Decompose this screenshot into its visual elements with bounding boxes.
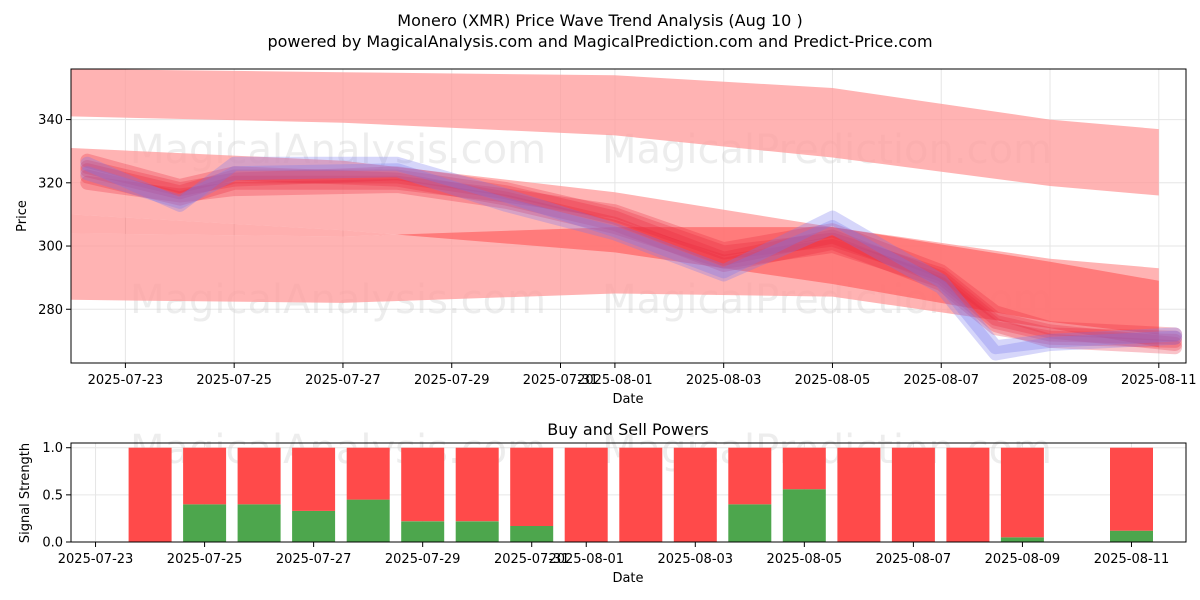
sell-bar: [346, 447, 390, 500]
price-band: [71, 69, 1159, 196]
x-tick-label: 2025-08-07: [903, 373, 979, 388]
buy-bar: [1110, 530, 1153, 542]
y-tick-label: 0.0: [42, 536, 63, 551]
wave-line: [80, 169, 1183, 342]
buy-bar: [782, 489, 826, 542]
price-band: [71, 227, 1159, 348]
x-tick-label: 2025-07-31: [494, 552, 570, 567]
sell-bar: [619, 447, 663, 542]
price-x-label: Date: [612, 392, 643, 407]
sell-bar: [510, 447, 554, 526]
sell-bar: [1000, 447, 1044, 538]
x-tick-label: 2025-08-01: [577, 373, 653, 388]
buy-bar: [510, 526, 554, 542]
sell-bar: [292, 447, 336, 511]
x-tick-label: 2025-08-07: [876, 552, 952, 567]
price-band-overlap: [71, 214, 1159, 335]
signal-plot-frame: [70, 442, 1187, 543]
buy-bar: [292, 510, 336, 542]
x-tick-label: 2025-07-31: [523, 373, 599, 388]
x-tick-label: 2025-08-01: [548, 552, 624, 567]
wave-line: [80, 163, 1183, 361]
signal-chart-title: Buy and Sell Powers: [547, 420, 709, 439]
signal-chart: Buy and Sell Powers MagicalAnalysis.com …: [18, 420, 1187, 586]
signal-bars: [128, 447, 1153, 542]
sell-bar: [455, 447, 499, 522]
x-tick-label: 2025-08-03: [686, 373, 762, 388]
y-tick-label: 1.0: [42, 441, 63, 456]
x-tick-label: 2025-07-25: [167, 552, 243, 567]
signal-x-axis: 2025-07-23 2025-07-25 2025-07-27 2025-07-29…: [58, 542, 1170, 567]
buy-bar: [401, 521, 445, 542]
sell-bar: [673, 447, 717, 542]
sell-bar: [1110, 447, 1153, 531]
sell-bar: [401, 447, 445, 522]
sell-bar: [837, 447, 881, 542]
y-tick-label: 280: [38, 303, 63, 318]
price-chart: MagicalAnalysis.com MagicalPrediction.co…: [15, 68, 1197, 407]
signal-y-label: Signal Strength: [18, 443, 33, 543]
x-tick-label: 2025-08-09: [985, 552, 1061, 567]
sell-bar: [946, 447, 990, 542]
wave-line: [80, 160, 1183, 351]
buy-bar: [728, 504, 772, 542]
price-waves: [80, 153, 1183, 361]
x-tick-label: 2025-08-05: [767, 552, 843, 567]
buy-bar: [455, 521, 499, 542]
price-plot-frame: [70, 68, 1187, 364]
y-tick-label: 0.5: [42, 488, 63, 503]
x-tick-label: 2025-07-25: [196, 373, 272, 388]
wave-line: [80, 156, 1183, 355]
x-tick-label: 2025-07-27: [305, 373, 381, 388]
buy-bar: [346, 499, 390, 542]
wave-line: [80, 153, 1183, 348]
sell-bar: [128, 447, 172, 542]
x-tick-label: 2025-07-23: [88, 373, 164, 388]
x-tick-label: 2025-08-11: [1094, 552, 1170, 567]
x-tick-label: 2025-07-27: [276, 552, 352, 567]
chart-title: Monero (XMR) Price Wave Trend Analysis (…: [397, 11, 802, 30]
wave-line: [80, 163, 1183, 345]
x-tick-label: 2025-08-11: [1121, 373, 1197, 388]
sell-bar: [782, 447, 826, 490]
price-y-axis: 280 300 320 340: [38, 113, 71, 318]
x-tick-label: 2025-08-03: [658, 552, 734, 567]
wave-line: [80, 175, 1183, 355]
y-tick-label: 300: [38, 240, 63, 255]
price-y-label: Price: [15, 200, 30, 232]
x-tick-label: 2025-08-05: [795, 373, 871, 388]
y-tick-label: 320: [38, 176, 63, 191]
sell-bar: [237, 447, 281, 505]
y-tick-label: 340: [38, 113, 63, 128]
price-bands: [71, 69, 1159, 348]
x-tick-label: 2025-08-09: [1012, 373, 1088, 388]
sell-bar: [564, 447, 608, 542]
signal-x-label: Date: [612, 571, 643, 586]
signal-y-axis: 0.0 0.5 1.0: [42, 441, 71, 551]
sell-bar: [891, 447, 935, 542]
x-tick-label: 2025-07-29: [385, 552, 461, 567]
price-x-axis: 2025-07-23 2025-07-25 2025-07-27 2025-07-29…: [88, 363, 1197, 388]
chart-subtitle: powered by MagicalAnalysis.com and Magic…: [267, 32, 932, 51]
buy-bar: [237, 504, 281, 542]
x-tick-label: 2025-07-29: [414, 373, 490, 388]
sell-bar: [183, 447, 227, 505]
x-tick-label: 2025-07-23: [58, 552, 134, 567]
sell-bar: [728, 447, 772, 505]
buy-bar: [183, 504, 227, 542]
buy-bar: [1000, 537, 1044, 542]
